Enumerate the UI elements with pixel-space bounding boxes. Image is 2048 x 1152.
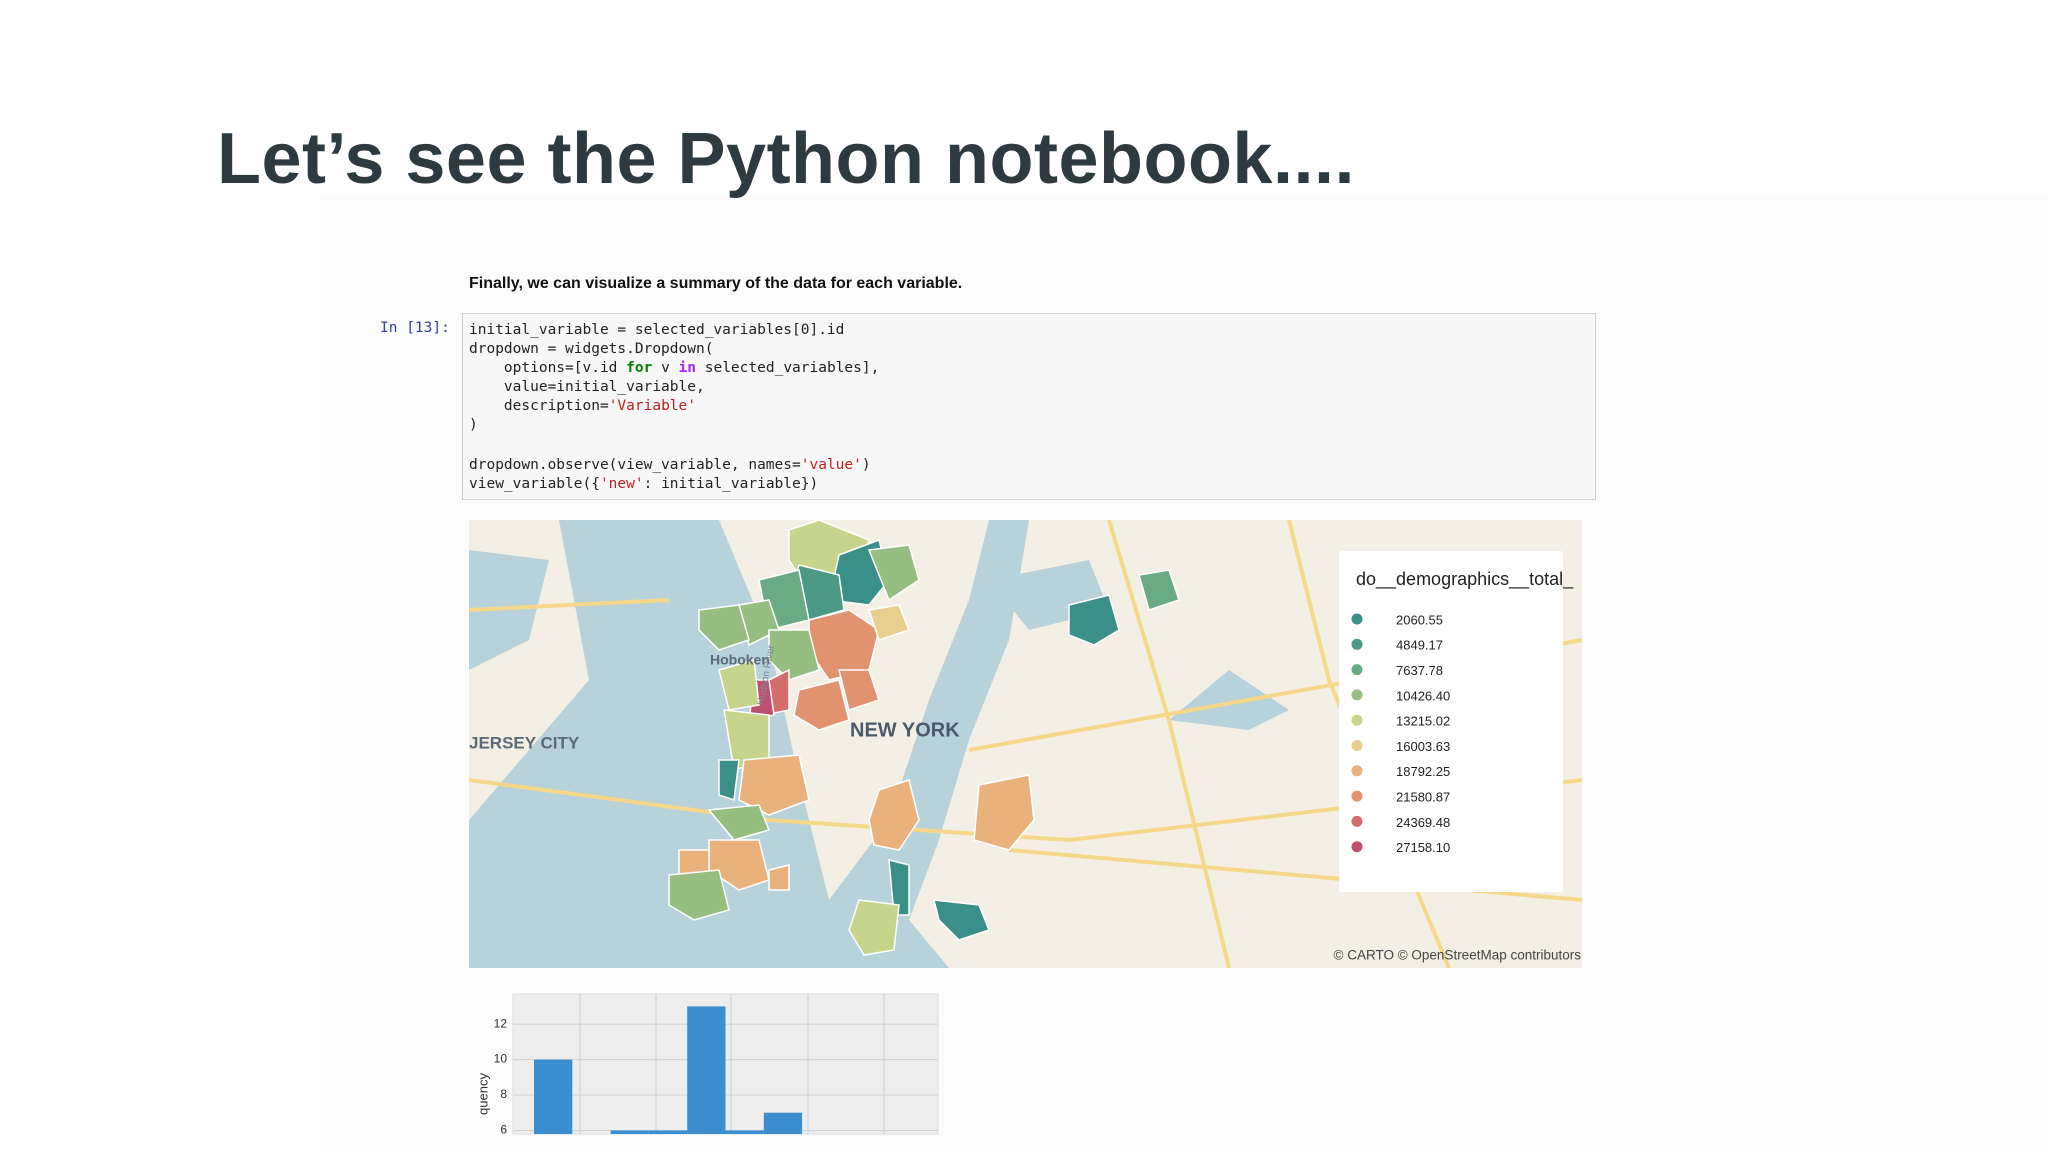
code-token: : initial_variable}) <box>643 476 819 492</box>
legend-swatch <box>1351 790 1363 802</box>
code-token: v <box>652 360 679 376</box>
legend-label: 24369.48 <box>1396 815 1450 830</box>
code-line: dropdown.observe(view_variable, names='v… <box>469 457 871 473</box>
attribution: © CARTO © OpenStreetMap contributors <box>1334 948 1582 963</box>
hudson-river <box>469 520 889 968</box>
code-token: 'value' <box>800 457 862 473</box>
markdown-text: Finally, we can visualize a summary of t… <box>469 275 963 292</box>
code-token: selected_variables], <box>696 360 880 376</box>
code-token: view_variable({ <box>469 476 600 492</box>
legend-label: 10426.40 <box>1396 688 1450 703</box>
code-token: ) <box>469 417 478 433</box>
bar <box>534 1059 573 1134</box>
cell-prompt: In [13]: <box>380 320 450 336</box>
legend-swatch <box>1351 689 1363 701</box>
code-line: value=initial_variable, <box>469 379 705 395</box>
place-label: Hoboken <box>710 652 770 668</box>
bar <box>725 1130 764 1134</box>
code-token: in <box>678 360 697 376</box>
code-token: options=[v.id <box>469 360 627 376</box>
legend-label: 7637.78 <box>1396 663 1443 678</box>
legend-swatch <box>1351 765 1363 777</box>
legend-swatch <box>1351 815 1363 827</box>
legend-label: 4849.17 <box>1396 638 1443 653</box>
code-token: dropdown = widgets.Dropdown( <box>469 341 714 357</box>
code-cell[interactable] <box>462 313 1596 500</box>
place-label: JERSEY CITY <box>469 733 580 752</box>
code-line: options=[v.id for v in selected_variable… <box>469 360 879 376</box>
land <box>469 650 529 720</box>
choropleth <box>668 520 1180 956</box>
legend: 2060.55 4849.17 7637.78 10426.40 13215.02 160… <box>1351 612 1450 855</box>
code-line: dropdown = widgets.Dropdown( <box>469 341 713 357</box>
y-tick-label: 8 <box>500 1087 507 1101</box>
legend-swatch <box>1351 613 1363 625</box>
legend-box <box>1339 551 1563 892</box>
east-river <box>769 520 1029 968</box>
legend-label: 13215.02 <box>1396 714 1450 729</box>
code-token: 'new' <box>599 476 644 492</box>
bar <box>687 1006 726 1134</box>
legend-label: 18792.25 <box>1396 764 1450 779</box>
legend-label: 2060.55 <box>1396 612 1443 627</box>
code-line: description='Variable' <box>469 398 696 414</box>
legend-swatch <box>1351 740 1363 751</box>
code-token: 'Variable' <box>608 398 696 414</box>
code-token: value=initial_variable, <box>469 379 705 395</box>
y-tick-label: 12 <box>494 1016 508 1030</box>
legend-label: 27158.10 <box>1396 840 1450 855</box>
bar <box>648 1130 688 1134</box>
legend-swatch <box>1351 638 1363 650</box>
code-token: initial_variable = selected_variables[0]… <box>469 322 845 338</box>
code-token: description= <box>469 398 609 414</box>
newtown-creek <box>1169 670 1289 730</box>
legend-swatch <box>1351 714 1363 726</box>
bar <box>763 1112 803 1134</box>
slide-title: Let’s see the Python notebook.... <box>217 119 1355 199</box>
histogram: quency 6 8 10 12 <box>475 993 939 1137</box>
code-line: view_variable({'new': initial_variable}) <box>469 476 818 492</box>
code-token: ) <box>861 457 871 473</box>
bar <box>610 1130 649 1134</box>
y-tick-label: 6 <box>500 1123 507 1137</box>
y-axis-label: quency <box>475 1073 490 1115</box>
code-line: ) <box>469 417 478 433</box>
map: Hoboken NEW YORK JERSEY CITY Hudson Rive… <box>469 520 1582 968</box>
legend-swatch <box>1351 841 1363 853</box>
y-tick-label: 10 <box>494 1052 508 1066</box>
legend-swatch <box>1351 664 1363 676</box>
place-label: NEW YORK <box>850 719 960 741</box>
legend-label: 21580.87 <box>1396 790 1450 805</box>
legend-title: do__demographics__total_ <box>1356 569 1574 590</box>
code-token: for <box>626 360 653 376</box>
code-token: dropdown.observe(view_variable, names= <box>469 457 801 473</box>
legend-label: 16003.63 <box>1396 739 1450 754</box>
code-line: initial_variable = selected_variables[0]… <box>469 322 844 338</box>
